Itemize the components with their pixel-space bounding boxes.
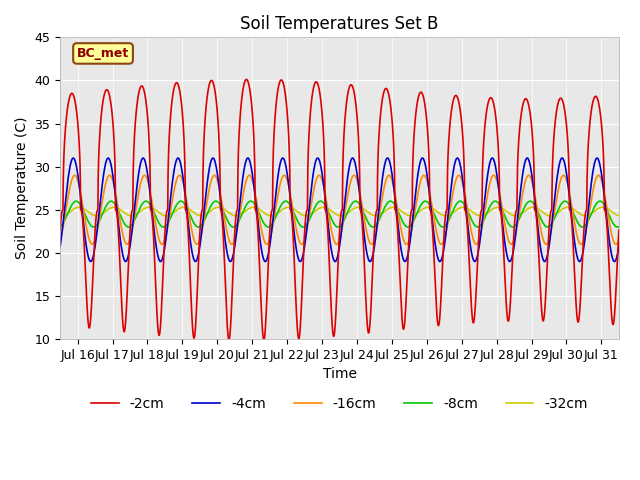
Legend: -2cm, -4cm, -16cm, -8cm, -32cm: -2cm, -4cm, -16cm, -8cm, -32cm xyxy=(85,391,594,417)
Line: -16cm: -16cm xyxy=(60,175,619,244)
-2cm xyxy=(530,159,538,165)
-8cm xyxy=(439,224,447,230)
-32cm xyxy=(171,209,179,215)
-8cm xyxy=(411,215,419,221)
-16cm xyxy=(171,185,179,191)
-4cm xyxy=(412,193,419,199)
-4cm xyxy=(615,243,623,249)
Line: -32cm: -32cm xyxy=(60,207,619,216)
Line: -4cm: -4cm xyxy=(60,158,619,262)
-8cm xyxy=(609,220,617,226)
-32cm xyxy=(615,213,623,218)
-32cm xyxy=(412,212,419,217)
-2cm xyxy=(56,228,64,233)
-4cm xyxy=(611,259,618,264)
-32cm xyxy=(250,204,257,210)
-16cm xyxy=(609,236,617,242)
-32cm xyxy=(530,204,538,210)
-16cm xyxy=(246,172,253,178)
-4cm xyxy=(609,256,616,262)
-2cm xyxy=(243,76,250,82)
-32cm xyxy=(56,213,64,218)
-16cm xyxy=(530,186,538,192)
-16cm xyxy=(412,205,419,211)
Line: -8cm: -8cm xyxy=(60,201,619,227)
-8cm xyxy=(615,224,623,229)
-32cm xyxy=(461,204,468,210)
-4cm xyxy=(56,243,64,249)
Title: Soil Temperatures Set B: Soil Temperatures Set B xyxy=(240,15,438,33)
-8cm xyxy=(497,204,504,209)
Line: -2cm: -2cm xyxy=(60,79,619,340)
Text: BC_met: BC_met xyxy=(77,47,129,60)
-8cm xyxy=(422,198,429,204)
-32cm xyxy=(497,204,504,210)
Y-axis label: Soil Temperature (C): Soil Temperature (C) xyxy=(15,117,29,260)
-4cm xyxy=(530,186,538,192)
X-axis label: Time: Time xyxy=(323,367,356,382)
-8cm xyxy=(171,206,179,212)
-4cm xyxy=(496,198,504,204)
-2cm xyxy=(260,337,268,343)
-4cm xyxy=(171,164,179,170)
-2cm xyxy=(412,115,419,120)
-32cm xyxy=(232,213,240,219)
-2cm xyxy=(171,84,179,89)
-16cm xyxy=(461,190,468,195)
-16cm xyxy=(228,241,236,247)
-4cm xyxy=(69,155,77,161)
-16cm xyxy=(615,237,623,242)
-4cm xyxy=(461,192,468,198)
-32cm xyxy=(609,210,617,216)
-8cm xyxy=(530,201,538,207)
-8cm xyxy=(56,224,64,229)
-2cm xyxy=(461,207,468,213)
-2cm xyxy=(609,322,617,327)
-16cm xyxy=(497,193,504,199)
-16cm xyxy=(56,237,64,242)
-2cm xyxy=(615,228,623,233)
-8cm xyxy=(461,202,468,208)
-2cm xyxy=(497,207,504,213)
